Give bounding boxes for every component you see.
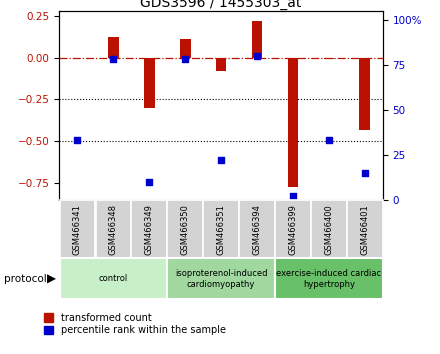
Bar	[275, 258, 383, 299]
Text: GSM466394: GSM466394	[253, 204, 261, 255]
Bar	[180, 39, 191, 58]
Text: isoproterenol-induced
cardiomyopathy: isoproterenol-induced cardiomyopathy	[175, 269, 268, 289]
Bar	[59, 200, 95, 258]
Bar	[359, 58, 370, 130]
Bar	[203, 200, 239, 258]
Point	[290, 194, 297, 199]
Text: GSM466401: GSM466401	[360, 204, 369, 255]
Text: GSM466399: GSM466399	[289, 204, 297, 255]
Text: GSM466350: GSM466350	[181, 204, 190, 255]
Bar	[347, 200, 383, 258]
Bar	[95, 200, 131, 258]
Text: GSM466341: GSM466341	[73, 204, 82, 255]
Text: GSM466400: GSM466400	[324, 204, 334, 255]
Point	[182, 57, 189, 62]
Bar	[311, 200, 347, 258]
Text: ▶: ▶	[47, 272, 56, 285]
Point	[74, 138, 81, 143]
Point	[146, 179, 153, 185]
Text: GSM466348: GSM466348	[109, 204, 118, 255]
Bar	[252, 21, 262, 58]
Text: GSM466349: GSM466349	[145, 204, 154, 255]
Text: exercise-induced cardiac
hypertrophy: exercise-induced cardiac hypertrophy	[276, 269, 381, 289]
Bar	[59, 258, 167, 299]
Bar	[167, 258, 275, 299]
Bar	[239, 200, 275, 258]
Bar	[144, 58, 154, 108]
Point	[361, 170, 368, 176]
Bar	[132, 200, 167, 258]
Bar	[323, 58, 334, 59]
Point	[218, 158, 225, 163]
Bar	[216, 58, 227, 71]
Text: protocol: protocol	[4, 274, 47, 284]
Bar	[288, 58, 298, 187]
Text: control: control	[99, 274, 128, 283]
Text: GSM466351: GSM466351	[216, 204, 226, 255]
Title: GDS3596 / 1455303_at: GDS3596 / 1455303_at	[140, 0, 302, 10]
Point	[253, 53, 260, 58]
Bar	[108, 38, 119, 58]
Legend: transformed count, percentile rank within the sample: transformed count, percentile rank withi…	[44, 313, 226, 335]
Point	[326, 138, 333, 143]
Point	[110, 57, 117, 62]
Bar	[167, 200, 203, 258]
Bar	[275, 200, 311, 258]
